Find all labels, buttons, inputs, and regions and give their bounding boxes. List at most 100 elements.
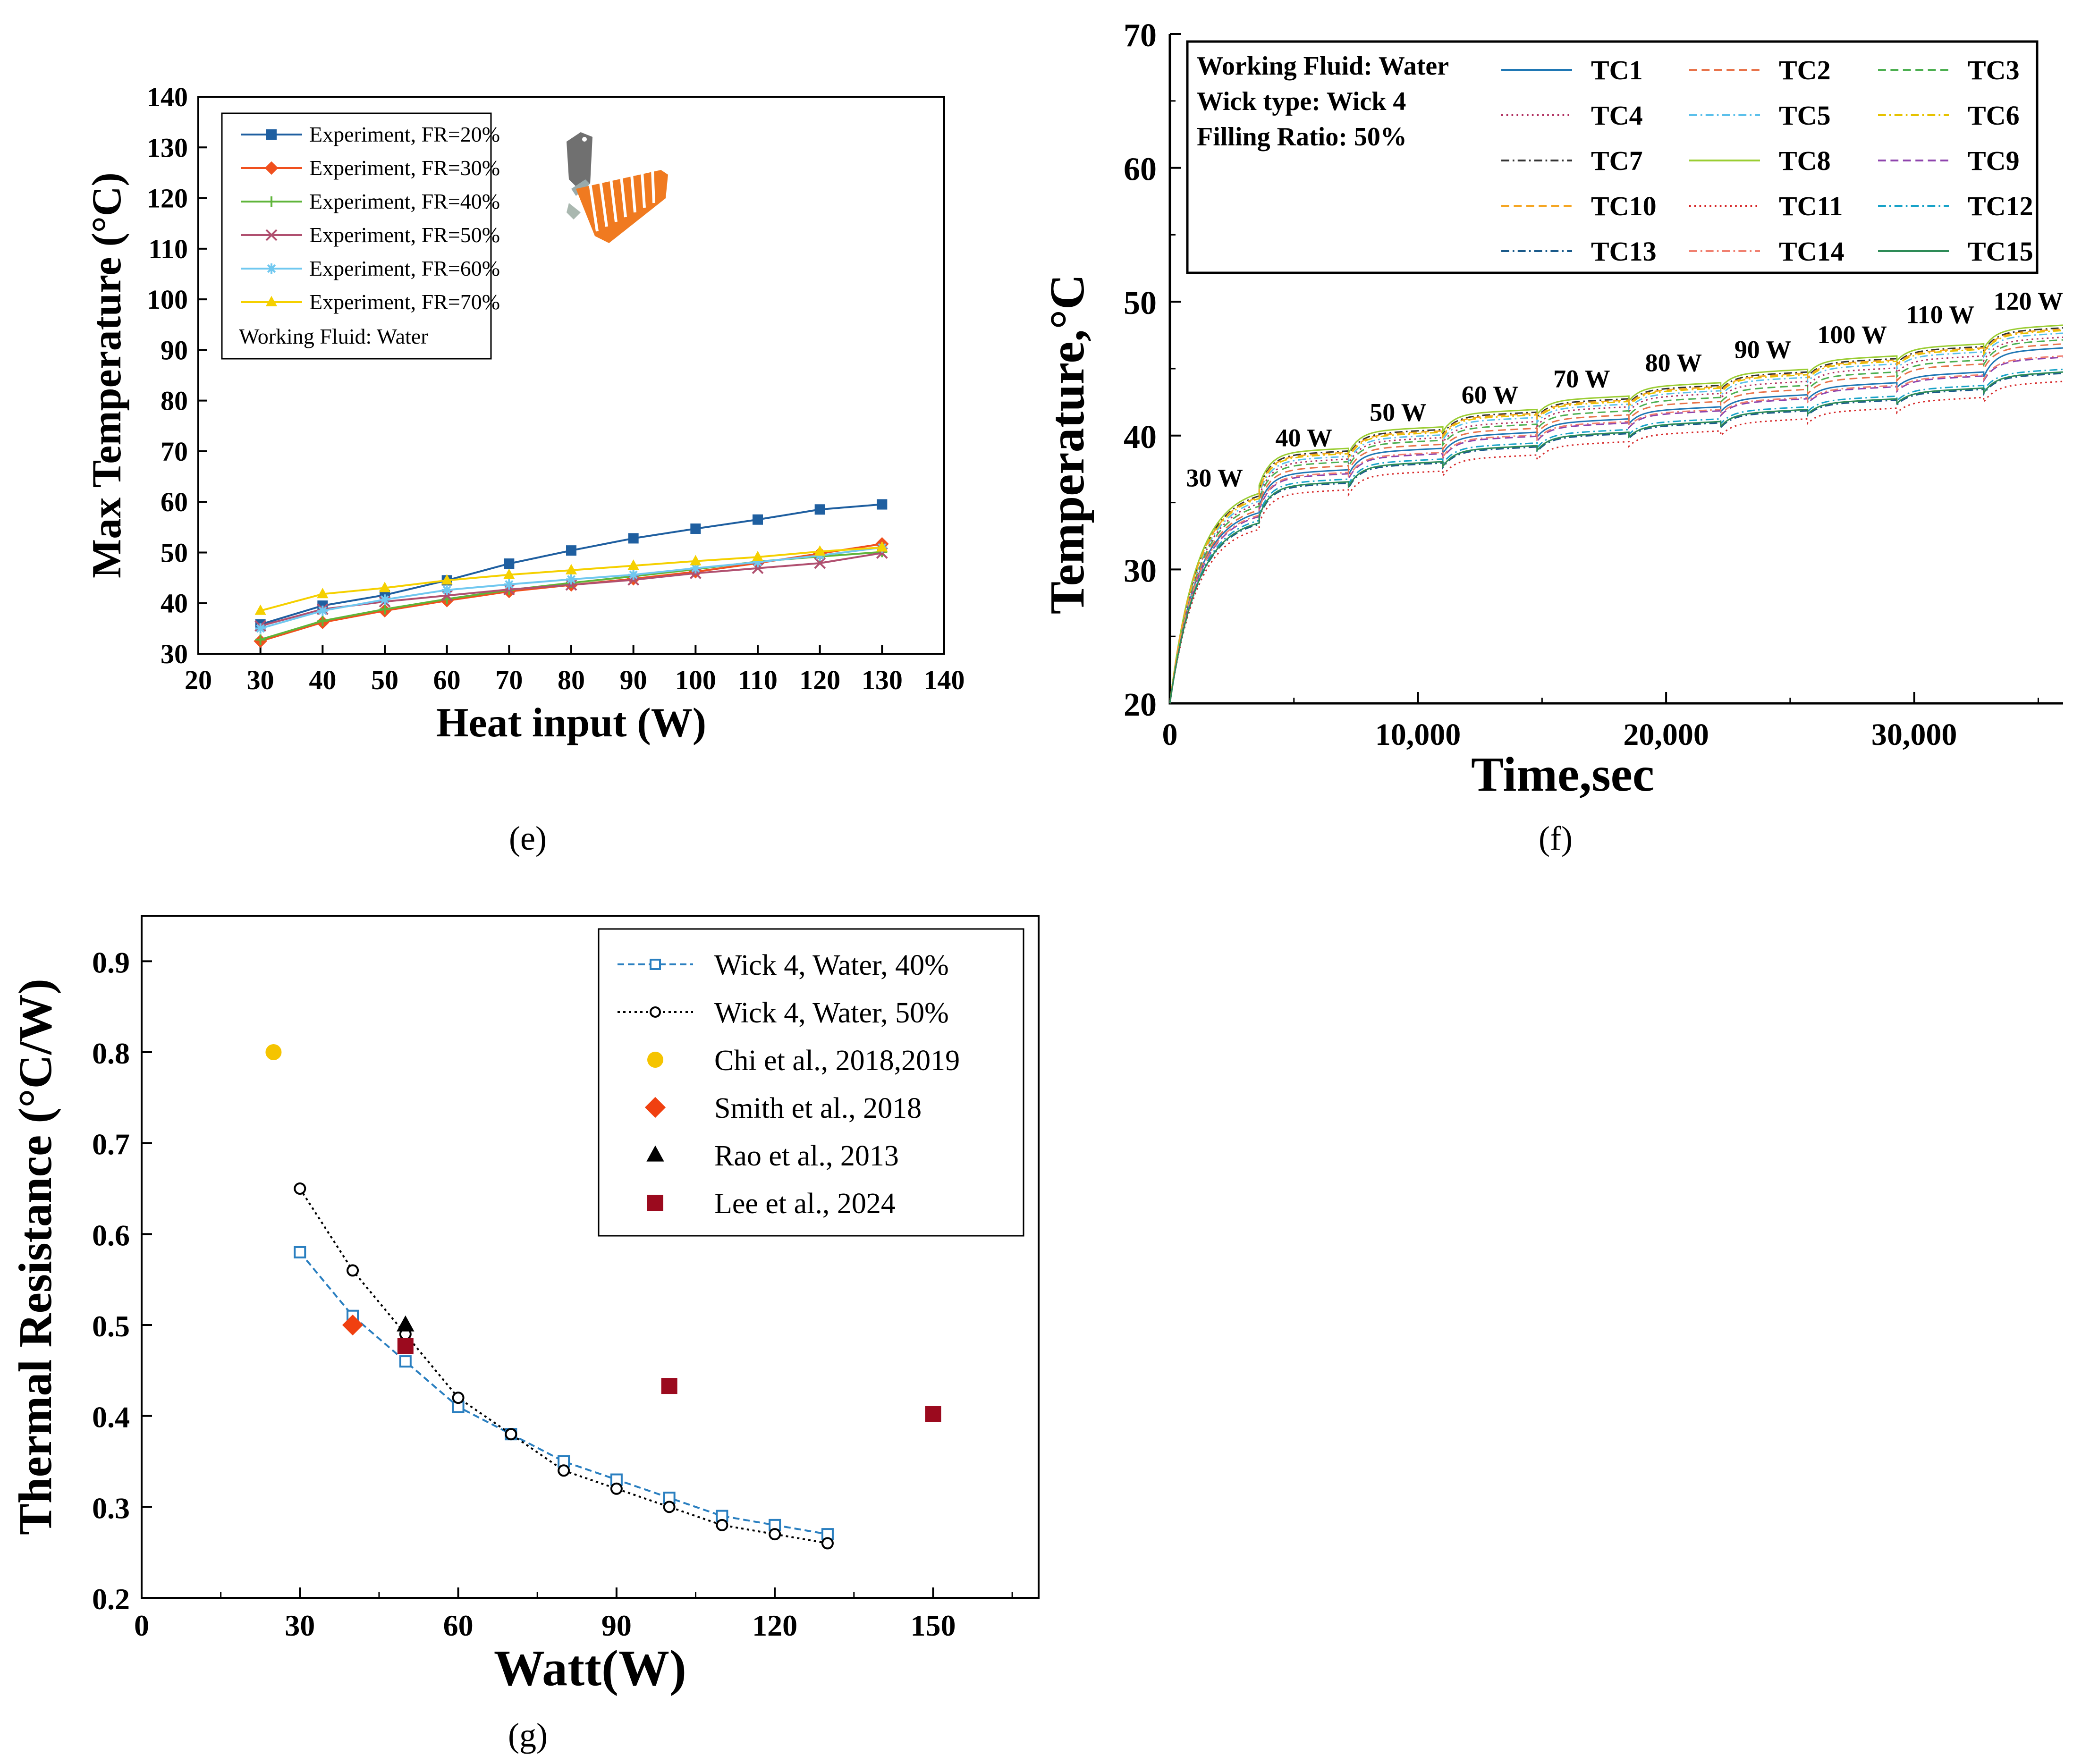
- x-tick-label-e: 120: [799, 665, 840, 695]
- data-point-e: [690, 523, 701, 534]
- data-point-g: [397, 1338, 414, 1354]
- y-tick-label-g: 0.9: [92, 945, 130, 979]
- x-tick-label-e: 20: [185, 665, 212, 695]
- step-annotation-f: 40 W: [1276, 423, 1333, 452]
- legend-marker-e: [266, 196, 277, 207]
- legend-f: [1186, 40, 2039, 274]
- step-annotation-f: 100 W: [1818, 321, 1887, 349]
- y-tick-label-e: 80: [161, 386, 188, 416]
- legend-marker-g: [650, 959, 661, 970]
- y-tick-label-e: 70: [161, 436, 188, 467]
- step-annotation-f: 70 W: [1553, 365, 1610, 393]
- x-tick-label-e: 130: [862, 665, 903, 695]
- panel-f-temperature-time-chart: 20 30 40 50 60 70 0 10,000 20,000 30,000 Time,sec T…: [1040, 17, 2063, 802]
- legend-label-f: TC4: [1591, 100, 1643, 131]
- legend-label-g: Rao et al., 2013: [714, 1140, 899, 1172]
- x-tick-label-f: 30,000: [1871, 717, 1957, 752]
- data-point-e: [628, 569, 639, 580]
- x-axis-label-g: Watt(W): [494, 1640, 686, 1696]
- data-point-e: [877, 499, 888, 510]
- data-point-e: [753, 557, 763, 567]
- legend-label-e: Experiment, FR=70%: [309, 290, 500, 314]
- legend-marker-e: [265, 229, 278, 241]
- data-point-g: [821, 1537, 834, 1550]
- info-text-f: Working Fluid: Water: [1197, 51, 1449, 81]
- y-tick-label-f: 50: [1124, 285, 1157, 321]
- legend-label-f: TC6: [1968, 100, 2020, 131]
- x-tick-label-f: 10,000: [1375, 717, 1461, 752]
- data-point-e: [503, 568, 515, 579]
- x-tick-label-e: 70: [495, 665, 523, 695]
- y-tick-label-f: 30: [1124, 553, 1157, 589]
- data-point-e: [255, 634, 266, 645]
- data-point-e: [752, 550, 764, 561]
- x-axis-label-e: Heat input (W): [436, 700, 706, 746]
- series-curve-f-tc7: [1169, 327, 2064, 704]
- x-tick-label-g: 90: [601, 1609, 632, 1642]
- data-point-g: [769, 1528, 781, 1541]
- data-point-e: [380, 604, 390, 615]
- data-point-g: [558, 1464, 570, 1477]
- data-point-g: [661, 1378, 677, 1394]
- series-curve-f-tc4: [1169, 336, 2064, 704]
- data-point-e: [690, 563, 701, 574]
- series-curve-f-tc10: [1169, 328, 2064, 704]
- legend-label-f: TC14: [1779, 236, 1845, 267]
- data-point-e: [814, 557, 826, 569]
- y-tick-label-f: 40: [1124, 419, 1157, 456]
- y-axis-label-g: Thermal Resistance (°C/W): [9, 979, 61, 1535]
- data-point-g: [265, 1044, 282, 1060]
- legend-marker-e: [265, 295, 278, 306]
- y-tick-label-e: 130: [147, 132, 188, 163]
- step-annotation-f: 60 W: [1462, 381, 1519, 409]
- legend-label-g: Wick 4, Water, 40%: [714, 949, 949, 981]
- data-point-g: [663, 1501, 676, 1513]
- x-tick-label-f: 20,000: [1623, 717, 1709, 752]
- data-point-g: [294, 1182, 306, 1195]
- legend-label-f: TC2: [1779, 55, 1831, 85]
- legend-label-g: Lee et al., 2024: [714, 1188, 896, 1220]
- data-point-e: [441, 584, 452, 595]
- x-tick-label-e: 50: [371, 665, 398, 695]
- data-point-e: [690, 555, 702, 565]
- x-tick-label-g: 120: [752, 1609, 797, 1642]
- data-point-e: [317, 605, 328, 616]
- data-point-e: [317, 588, 329, 599]
- y-tick-label-f: 60: [1124, 152, 1157, 188]
- step-annotation-f: 110 W: [1906, 301, 1975, 329]
- legend-marker-e: [266, 129, 277, 140]
- series-line-g-1: [299, 1251, 828, 1536]
- y-tick-label-e: 100: [147, 284, 188, 315]
- y-tick-label-g: 0.8: [92, 1037, 130, 1070]
- data-point-e: [255, 623, 266, 634]
- y-tick-label-g: 0.4: [92, 1401, 130, 1434]
- data-point-g: [397, 1315, 415, 1332]
- data-point-e: [380, 594, 390, 605]
- data-point-g: [342, 1314, 364, 1336]
- plot-frame-g: [141, 915, 1040, 1599]
- y-tick-label-e: 40: [161, 588, 188, 619]
- series-curve-f-tc9: [1169, 356, 2064, 704]
- x-tick-label-e: 110: [738, 665, 778, 695]
- data-point-g: [610, 1482, 623, 1495]
- x-axis-label-f: Time,sec: [1471, 747, 1654, 802]
- data-point-g: [452, 1392, 465, 1404]
- legend-label-e: Experiment, FR=30%: [309, 156, 500, 180]
- y-axis-label-f: Temperature,°C: [1040, 274, 1094, 614]
- legend-label-g: Smith et al., 2018: [714, 1092, 922, 1124]
- data-point-e: [814, 504, 825, 515]
- series-curve-f-tc15: [1169, 371, 2064, 704]
- x-tick-label-f: 0: [1162, 717, 1178, 752]
- series-curve-f-tc13: [1169, 372, 2064, 704]
- series-curve-f-tc3: [1169, 339, 2064, 704]
- panel-g-thermal-resistance-chart: 0 30 60 90 120 150 0.2 0.3 0.4 0.5 0.6 0.7 0.8 0.9 Wat…: [9, 915, 1040, 1696]
- panel-e-max-temperature-chart: 20 30 40 50 60 70 80 90 100 110 120 130 140304050607…: [84, 82, 965, 746]
- legend-label-g: Chi et al., 2018,2019: [714, 1045, 960, 1077]
- x-tick-label-e: 40: [309, 665, 336, 695]
- series-curve-f-tc1: [1169, 347, 2064, 704]
- data-point-g: [399, 1355, 412, 1368]
- heat-pipe-model-icon: [567, 132, 668, 243]
- data-point-e: [565, 564, 577, 574]
- legend-label-f: TC10: [1591, 191, 1657, 221]
- data-point-e: [441, 590, 453, 602]
